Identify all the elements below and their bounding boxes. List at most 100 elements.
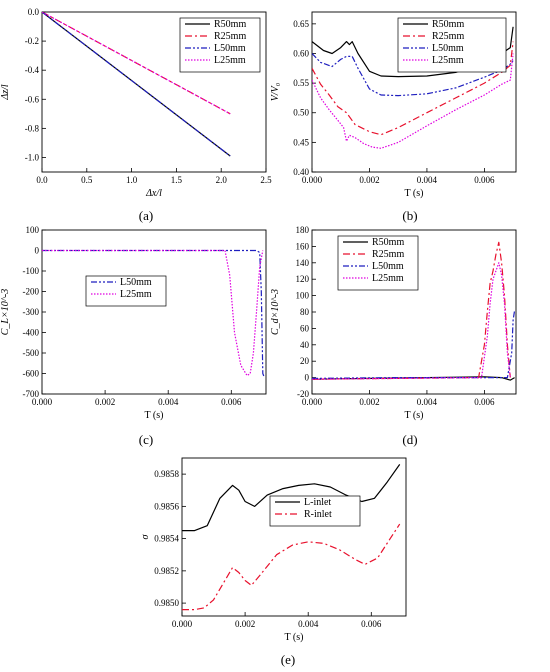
x-tick-label: 0.004 [417, 175, 438, 185]
x-axis-label: T (s) [405, 410, 424, 421]
y-axis-label: C_d×10^-3 [270, 289, 281, 335]
legend-entry: L25mm [120, 289, 152, 300]
y-tick-label: -20 [297, 389, 309, 399]
x-tick-label: 0.006 [474, 175, 495, 185]
y-tick-label: 0.9850 [154, 598, 179, 608]
legend-entry: L-inlet [304, 497, 331, 508]
legend-entry: L50mm [214, 43, 246, 54]
series-line-r25mm [312, 41, 514, 136]
y-axis-label: Δz/l [0, 84, 11, 101]
y-tick-label: 0.0 [28, 7, 40, 17]
legend-box [337, 235, 419, 291]
x-tick-label: 1.5 [171, 175, 183, 185]
legend-box [179, 17, 261, 73]
legend-entry: R50mm [432, 19, 464, 30]
series-line-l50mm [42, 249, 265, 378]
x-tick-label: 0.004 [417, 397, 438, 407]
y-tick-label: -500 [23, 348, 40, 358]
y-tick-label: 0 [35, 246, 40, 256]
y-tick-label: -300 [23, 307, 40, 317]
x-axis-label: T (s) [285, 632, 304, 643]
legend-entry: R50mm [372, 237, 404, 248]
x-tick-label: 0.002 [359, 175, 379, 185]
y-tick-label: 120 [296, 274, 310, 284]
caption-e: (e) [281, 652, 295, 667]
legend-entry: L50mm [120, 277, 152, 288]
panel-a: 0.0 0.5 1.0 1.5 2.0 2.5 0.0 -0.2 -0.4 -0.6 -0.8 -1.… [0, 7, 272, 199]
y-tick-label: -100 [23, 266, 40, 276]
series-group [42, 249, 265, 378]
y-tick-label: 0.9858 [154, 469, 179, 479]
x-tick-label: 0.002 [235, 619, 255, 629]
series-line-l-inlet [182, 464, 401, 532]
x-tick-label: 0.004 [298, 619, 319, 629]
y-tick-label: 20 [300, 356, 310, 366]
series-group [312, 241, 516, 381]
caption-c: (c) [139, 432, 153, 447]
x-tick-label: 2.0 [216, 175, 228, 185]
plot-frame [41, 229, 267, 395]
legend-entry: R25mm [214, 31, 246, 42]
y-axis-label: V/V₀ [270, 82, 281, 101]
y-tick-label: 180 [296, 225, 310, 235]
y-tick-label: 0.9854 [154, 534, 179, 544]
x-tick-label: 1.0 [126, 175, 138, 185]
y-tick-label: 100 [26, 225, 40, 235]
series-line-l50mm [312, 53, 514, 97]
series-line-l50mm [42, 12, 231, 157]
y-tick-label: 40 [300, 340, 310, 350]
plot-frame [181, 457, 407, 617]
x-axis-label: Δx/l [145, 188, 162, 199]
y-tick-label: 0.45 [293, 137, 309, 147]
y-tick-label: 0 [305, 373, 310, 383]
y-tick-label: 60 [300, 323, 310, 333]
legend-box [269, 495, 361, 527]
legend-entry: L25mm [432, 55, 464, 66]
x-axis-label: T (s) [145, 410, 164, 421]
x-tick-label: 0.000 [302, 397, 323, 407]
x-tick-label: 0.5 [81, 175, 93, 185]
x-axis-label: T (s) [405, 188, 424, 199]
legend-box [397, 17, 507, 73]
y-tick-label: 100 [296, 291, 310, 301]
y-axis-label: C_L×10^-3 [0, 289, 11, 336]
legend-box [85, 275, 167, 307]
legend-entry: R25mm [432, 31, 464, 42]
y-tick-label: 160 [296, 241, 310, 251]
y-tick-label: 0.65 [293, 19, 309, 29]
y-axis-label: σ [140, 533, 151, 539]
series-line-l25mm [312, 262, 511, 380]
series-group [182, 464, 401, 611]
x-tick-label: 2.5 [260, 175, 272, 185]
x-tick-label: 0.006 [474, 397, 495, 407]
series-line-l25mm [312, 53, 514, 149]
y-tick-label: 0.9852 [154, 566, 179, 576]
x-tick-label: 0.006 [361, 619, 382, 629]
panel-b: 0.000 0.002 0.004 0.006 0.40 0.45 0.50 0.55 0.60… [270, 11, 517, 199]
legend-entry: L50mm [432, 43, 464, 54]
legend-entry: R50mm [214, 19, 246, 30]
plot-frame [311, 11, 517, 173]
legend-entry: L25mm [214, 55, 246, 66]
y-tick-label: -0.8 [25, 123, 40, 133]
y-tick-label: -400 [23, 328, 40, 338]
y-tick-label: -0.2 [25, 36, 39, 46]
caption-d: (d) [402, 432, 417, 447]
panel-c: 0.000 0.002 0.004 0.006 100 0 -100 -200 -300 -400… [0, 225, 267, 421]
plot-frame [41, 11, 267, 173]
panel-e: 0.000 0.002 0.004 0.006 0.9850 0.9852 0.9854 0.… [140, 457, 407, 643]
legend-entry: R-inlet [304, 509, 332, 520]
x-tick-label: 0.0 [36, 175, 48, 185]
y-tick-label: 0.55 [293, 78, 309, 88]
series-line-l25mm [42, 12, 231, 115]
panel-d: 0.000 0.002 0.004 0.006 -20 0 20 40 60 80 100 120 14… [270, 225, 517, 421]
y-tick-label: 140 [296, 258, 310, 268]
y-tick-label: -1.0 [25, 152, 40, 162]
legend-entry: R25mm [372, 249, 404, 260]
x-tick-label: 0.002 [359, 397, 379, 407]
x-tick-label: 0.002 [95, 397, 115, 407]
series-group [42, 12, 231, 157]
y-tick-label: -200 [23, 287, 40, 297]
y-tick-label: 0.50 [293, 108, 309, 118]
